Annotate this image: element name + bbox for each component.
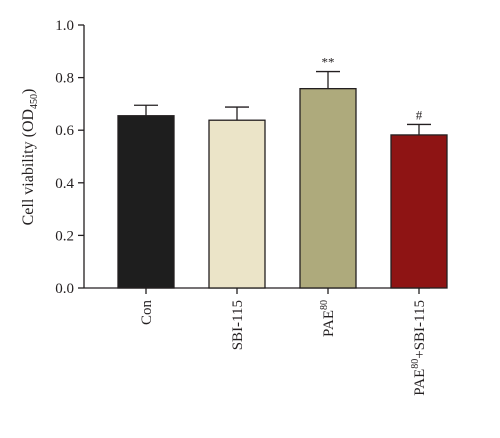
category-label: PAE80 — [319, 300, 337, 337]
y-axis-title: Cell viability (OD450) — [20, 89, 40, 226]
bar — [390, 134, 448, 289]
bars-group: ** # — [117, 55, 448, 294]
y-tick-label: 1.0 — [55, 18, 74, 34]
y-tick-label: 0.6 — [55, 123, 74, 139]
y-tick-label: 0.8 — [55, 71, 74, 87]
category-label: PAE80+SBI-115 — [410, 300, 428, 396]
bar — [299, 87, 357, 289]
category-labels: Con SBI-115 PAE80 PAE80+SBI-115 — [139, 300, 428, 396]
y-axis-title-subscript: 450 — [29, 94, 40, 109]
y-tick-label: 0.0 — [55, 281, 74, 297]
y-axis: 0.0 0.2 0.4 0.6 0.8 1.0 — [55, 18, 85, 297]
bar — [117, 115, 175, 289]
bar — [208, 119, 266, 289]
y-tick-label: 0.2 — [55, 228, 74, 244]
category-label: Con — [139, 300, 155, 326]
significance-label: ** — [322, 55, 335, 70]
y-tick-label: 0.4 — [55, 176, 74, 192]
significance-label: # — [416, 107, 423, 122]
category-label: SBI-115 — [230, 300, 246, 350]
